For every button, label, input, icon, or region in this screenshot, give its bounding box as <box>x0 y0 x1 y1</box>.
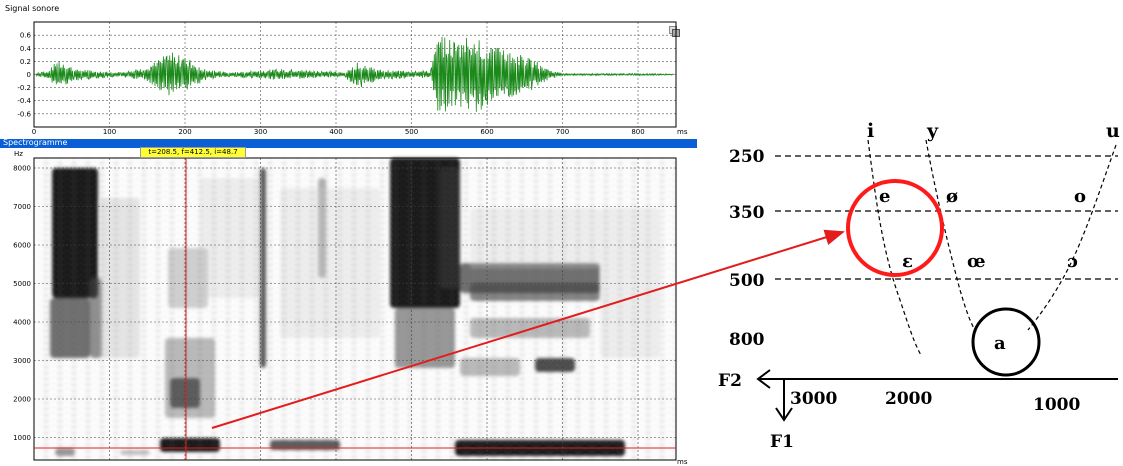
front-unrounded-contour <box>868 140 921 355</box>
vowel-open-o: ɔ <box>1067 251 1078 272</box>
vowel-a-circle <box>973 309 1039 375</box>
f1-tick-500: 500 <box>729 271 765 291</box>
front-rounded-contour <box>926 140 976 332</box>
vowel-oe: œ <box>967 251 986 272</box>
f2-axis-label: F2 <box>718 371 742 391</box>
vowel-o-slash: ø <box>946 186 958 207</box>
f1-tick-800: 800 <box>729 330 765 350</box>
vowel-u: u <box>1106 120 1120 142</box>
vowel-a: a <box>994 333 1006 354</box>
f1-axis-label: F1 <box>770 432 794 452</box>
f1-tick-350: 350 <box>729 203 765 223</box>
f2-tick-1000: 1000 <box>1033 395 1080 415</box>
f1-tick-250: 250 <box>729 147 765 167</box>
f2-tick-3000: 3000 <box>790 389 837 409</box>
back-contour <box>1028 145 1116 330</box>
vowel-y: y <box>926 120 939 142</box>
vowel-i: i <box>867 120 874 142</box>
vowel-epsilon: ε <box>902 251 913 272</box>
highlight-circle <box>848 181 942 275</box>
f2-tick-2000: 2000 <box>885 389 932 409</box>
vowel-e: e <box>879 186 890 207</box>
vowel-o: o <box>1074 186 1086 207</box>
